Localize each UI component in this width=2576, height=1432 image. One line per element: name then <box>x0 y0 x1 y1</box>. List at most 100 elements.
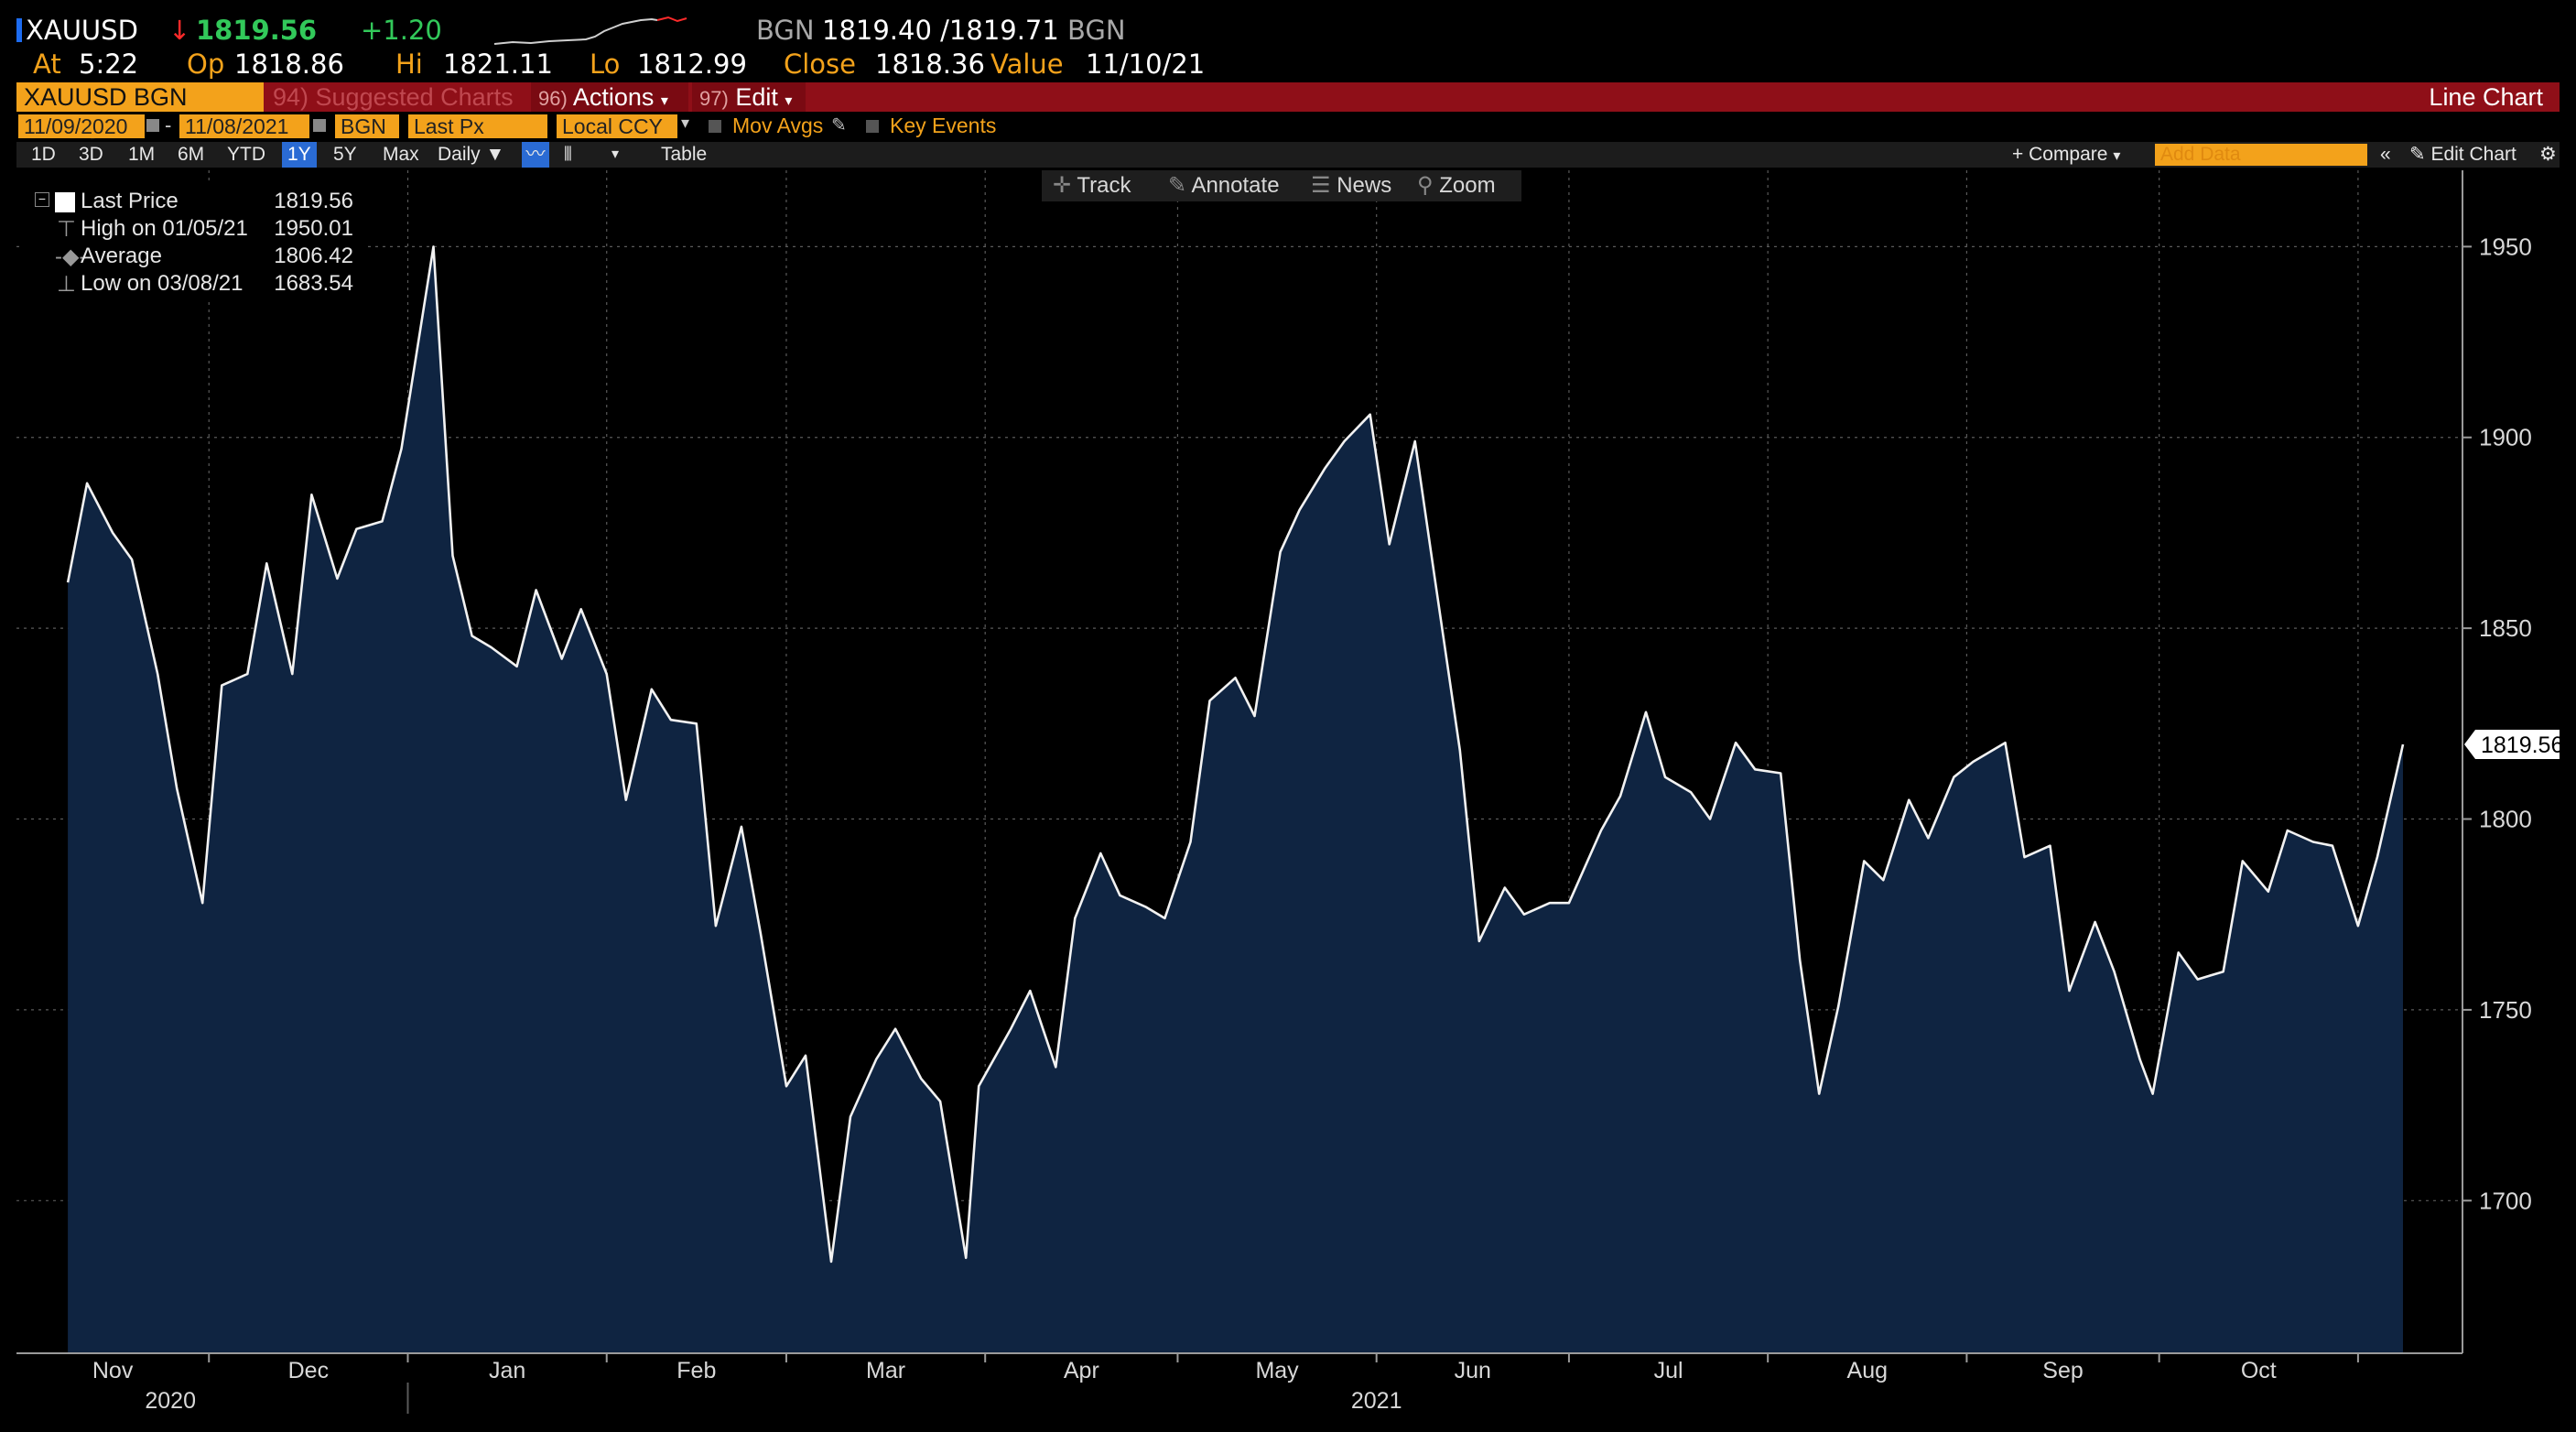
low-label: Low on 03/08/21 <box>81 271 244 296</box>
suggested-charts-button[interactable]: 94) Suggested Charts <box>273 83 514 111</box>
price-line <box>66 245 2405 1264</box>
edit-number: 97) <box>699 87 729 110</box>
low-value: 1683.54 <box>274 271 353 296</box>
period-1m[interactable]: 1M <box>128 144 156 165</box>
low-marker-icon: ⊥ <box>57 272 76 297</box>
edit-menu[interactable]: 97) Edit ▾ <box>692 82 806 112</box>
bid-ask: 1819.40 /1819.71 <box>822 15 1059 46</box>
actions-menu[interactable]: 96) Actions ▾ <box>531 82 688 112</box>
annotate-label: Annotate <box>1191 173 1280 198</box>
zoom-button[interactable]: ⚲ Zoom <box>1417 170 1496 201</box>
x-tick-label: Aug <box>1847 1358 1888 1383</box>
value-date: 11/10/21 <box>1086 49 1206 80</box>
news-label: News <box>1337 173 1392 198</box>
collapse-box-icon[interactable]: − <box>35 192 49 207</box>
open-value: 1818.86 <box>234 49 344 80</box>
frequency-select[interactable]: Daily ▼ <box>438 142 504 168</box>
year-label: 2020 <box>145 1388 196 1414</box>
x-tick-label: Jan <box>489 1358 525 1383</box>
chart-toolbar: 1D 3D 1M 6M YTD 1Y 5Y Max Daily ▼ 〰 ⫴ ▾ … <box>16 142 2560 168</box>
zoom-label: Zoom <box>1439 173 1496 198</box>
x-tick-label: Sep <box>2042 1358 2083 1383</box>
pencil-icon: ✎ <box>1168 173 1187 198</box>
y-axis-ticks: 1700 1750 1800 1850 1900 1950 <box>2462 233 2532 1214</box>
edit-chart-button[interactable]: ✎ Edit Chart <box>2409 142 2516 168</box>
period-ytd[interactable]: YTD <box>227 144 265 165</box>
pencil-icon[interactable]: ✎ <box>831 115 847 136</box>
high-value: 1950.01 <box>274 216 353 241</box>
x-tick-label: May <box>1255 1358 1299 1383</box>
mov-avgs-checkbox[interactable] <box>709 120 721 133</box>
bid-source: BGN <box>756 15 815 46</box>
chevron-down-icon: ▾ <box>2113 148 2121 164</box>
down-arrow-icon: ↓ <box>168 15 191 46</box>
at-label: At <box>33 49 61 80</box>
y-tick-label: 1850 <box>2479 614 2532 642</box>
x-tick-label: Nov <box>92 1358 134 1383</box>
period-3d[interactable]: 3D <box>79 144 103 165</box>
collapse-icon[interactable]: « <box>2380 144 2391 165</box>
currency-select[interactable]: Local CCY <box>557 114 677 138</box>
x-tick-label: Dec <box>288 1358 329 1383</box>
chevron-down-icon: ▼ <box>485 144 505 165</box>
chevron-down-icon: ▾ <box>785 93 793 109</box>
actions-label: Actions <box>572 83 655 111</box>
field-select[interactable]: Last Px <box>408 114 547 138</box>
open-label: Op <box>187 49 225 80</box>
calendar-icon[interactable] <box>313 119 326 132</box>
table-button[interactable]: Table <box>661 144 708 165</box>
price-area <box>68 246 2403 1353</box>
period-1d[interactable]: 1D <box>31 144 56 165</box>
period-5y[interactable]: 5Y <box>333 144 357 165</box>
bar-chart-icon[interactable]: ⫴ <box>564 144 572 165</box>
last-price-tag <box>2464 729 2560 759</box>
high-marker-icon: ⊤ <box>57 217 76 242</box>
annotate-button[interactable]: ✎ Annotate <box>1168 170 1280 201</box>
chevron-down-icon[interactable]: ▾ <box>681 114 690 132</box>
chart-type-title: Line Chart <box>2429 83 2543 111</box>
end-date-field[interactable]: 11/08/2021 <box>179 114 309 138</box>
chevron-down-icon[interactable]: ▾ <box>612 146 620 162</box>
x-tick-label: Jun <box>1455 1358 1491 1383</box>
line-chart-icon[interactable]: 〰 <box>522 142 549 168</box>
y-tick-label: 1800 <box>2479 806 2532 833</box>
period-6m[interactable]: 6M <box>178 144 205 165</box>
add-data-input[interactable]: Add Data <box>2155 144 2367 166</box>
period-1y[interactable]: 1Y <box>282 142 317 168</box>
value-label: Value <box>990 49 1064 80</box>
net-change: +1.20 <box>361 15 442 46</box>
pencil-icon: ✎ <box>2409 144 2426 165</box>
period-max[interactable]: Max <box>383 144 419 165</box>
key-events-checkbox[interactable] <box>866 120 879 133</box>
source-field[interactable]: BGN <box>335 114 399 138</box>
frequency-label: Daily <box>438 144 481 165</box>
track-button[interactable]: ✛ Track <box>1053 170 1131 201</box>
x-tick-label: Mar <box>866 1358 905 1383</box>
x-axis-ticks: Nov Dec Jan Feb Mar Apr May Jun Jul Aug Sep Oct 2020… <box>92 1353 2359 1414</box>
high-value: 1821.11 <box>443 49 553 80</box>
chart-tools-bar: ✛ Track ✎ Annotate ☰ News ⚲ Zoom <box>1042 170 1521 201</box>
calendar-icon[interactable] <box>146 119 159 132</box>
compare-button[interactable]: + Compare ▾ <box>2012 142 2120 168</box>
last-price-value: 1819.56 <box>274 189 353 213</box>
mov-avgs-label: Mov Avgs <box>732 114 824 137</box>
compare-label: + Compare <box>2012 144 2108 165</box>
last-price-label-group: 1819.56 <box>2464 729 2563 759</box>
ticker-marker <box>16 18 22 42</box>
average-marker-icon: -◆- <box>55 244 87 269</box>
function-bar: XAUUSD BGN Curncy 94) Suggested Charts 9… <box>16 82 2560 140</box>
actions-number: 96) <box>538 87 568 110</box>
start-date-field[interactable]: 11/09/2020 <box>18 114 145 138</box>
edit-chart-label: Edit Chart <box>2430 144 2516 165</box>
series-color-swatch[interactable] <box>55 192 75 212</box>
date-separator: - <box>165 114 172 136</box>
year-label: 2021 <box>1351 1388 1402 1414</box>
x-tick-label: Apr <box>1064 1358 1099 1383</box>
ask-source: BGN <box>1067 15 1126 46</box>
last-price: 1819.56 <box>196 15 318 46</box>
y-tick-label: 1700 <box>2479 1187 2532 1214</box>
gear-icon[interactable]: ⚙ <box>2539 144 2557 165</box>
ticker: XAUUSD <box>26 15 138 46</box>
news-button[interactable]: ☰ News <box>1311 170 1391 201</box>
